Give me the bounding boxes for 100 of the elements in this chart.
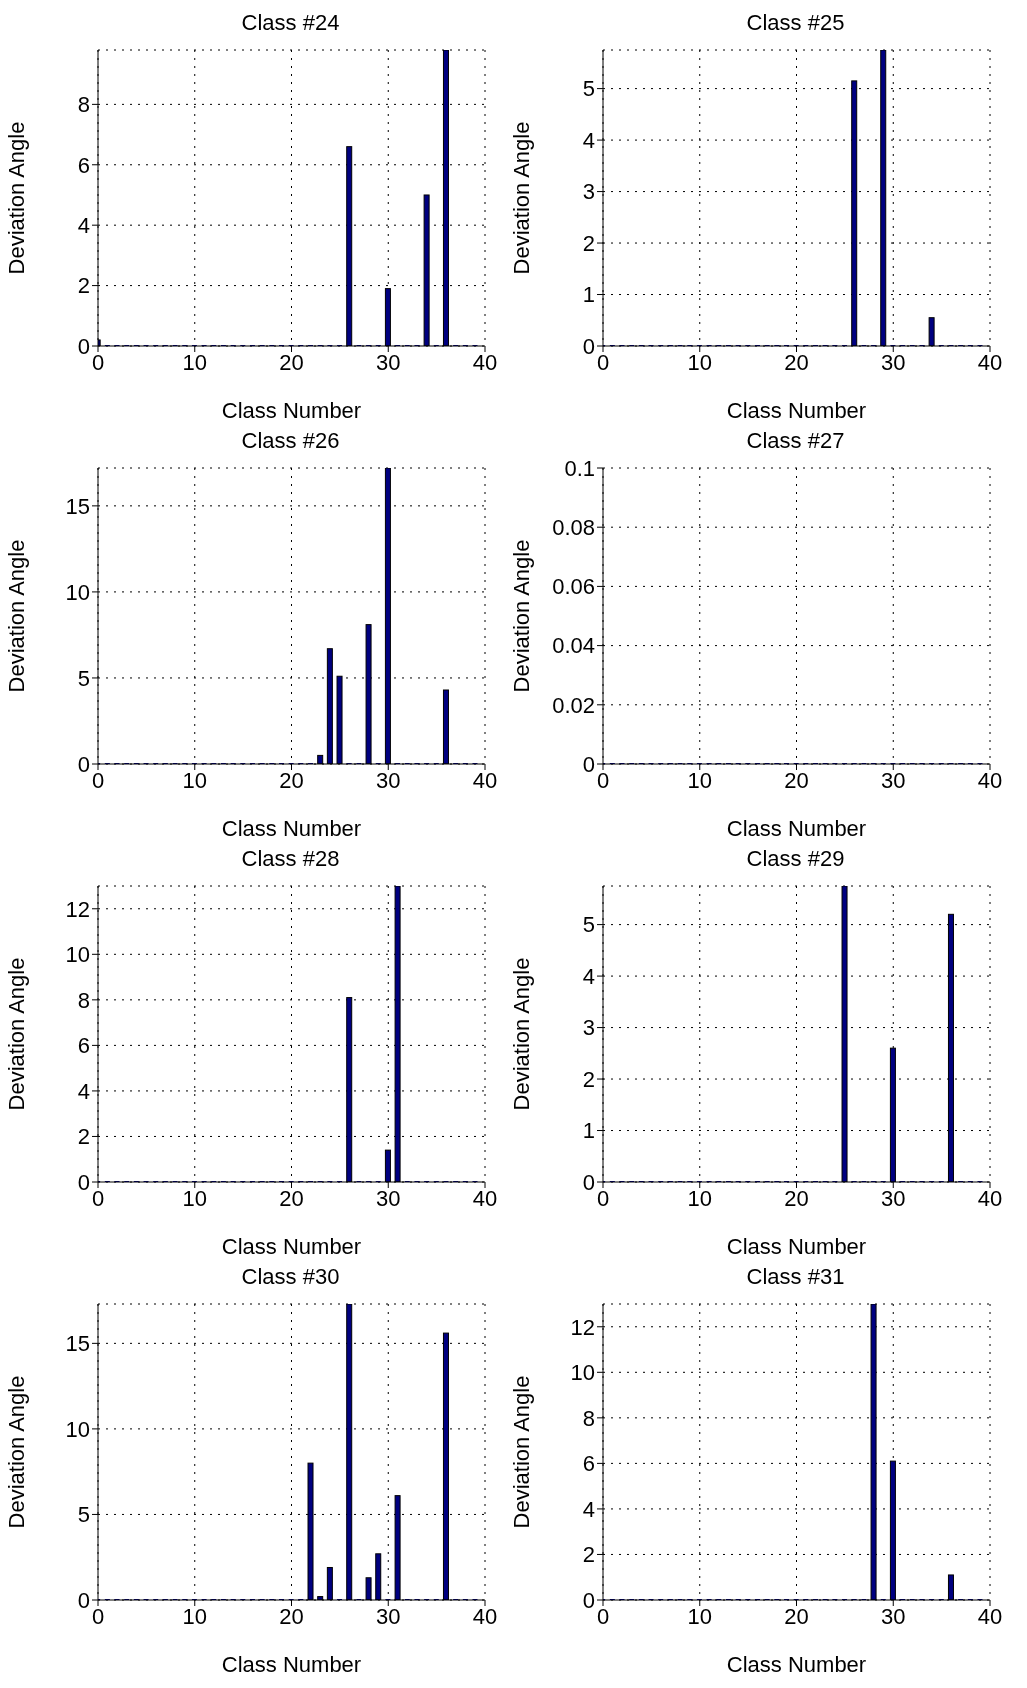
x-tick-label: 10 [687, 349, 712, 375]
x-tick-label: 40 [977, 1603, 1003, 1629]
y-tick-label: 4 [582, 127, 595, 153]
y-tick-label: 10 [65, 1416, 90, 1442]
y-tick-label: 0.02 [552, 692, 595, 718]
y-tick-label: 4 [582, 1496, 595, 1522]
y-axis-title: Deviation Angle [3, 957, 29, 1111]
x-tick-label: 30 [881, 767, 906, 793]
x-tick-label: 40 [977, 349, 1003, 375]
chart-title: Class #27 [745, 427, 846, 455]
y-axis-title: Deviation Angle [3, 539, 29, 693]
y-axis-title: Deviation Angle [508, 539, 534, 693]
y-tick-label: 5 [77, 1502, 90, 1528]
y-tick-label: 2 [582, 1066, 595, 1092]
y-tick-label: 2 [77, 1124, 90, 1150]
y-tick-label: 4 [77, 1078, 90, 1104]
y-tick-label: 3 [582, 1015, 595, 1041]
x-axis-title: Class Number [221, 1652, 362, 1677]
y-tick-label: 0 [582, 1169, 595, 1195]
x-tick-label: 10 [687, 767, 712, 793]
y-tick-label: 2 [582, 1542, 595, 1568]
x-tick-label: 20 [279, 1185, 304, 1211]
y-tick-label: 2 [77, 273, 90, 299]
y-tick-label: 0 [77, 1587, 90, 1613]
x-tick-label: 30 [376, 1185, 401, 1211]
x-tick-label: 30 [376, 349, 401, 375]
y-tick-label: 4 [582, 963, 595, 989]
x-tick-label: 30 [881, 1603, 906, 1629]
y-axis-title: Deviation Angle [3, 1375, 29, 1529]
x-tick-label: 40 [472, 1603, 498, 1629]
x-tick-label: 20 [784, 1603, 809, 1629]
x-tick-label: 20 [784, 767, 809, 793]
y-axis-title: Deviation Angle [3, 121, 29, 275]
x-axis-title: Class Number [726, 816, 867, 841]
y-tick-label: 8 [77, 987, 90, 1013]
x-axis-title: Class Number [221, 816, 362, 841]
y-tick-label: 0.08 [552, 515, 595, 541]
y-tick-label: 0.1 [564, 455, 595, 481]
y-tick-label: 6 [77, 1033, 90, 1059]
x-tick-label: 10 [182, 1185, 207, 1211]
y-tick-label: 6 [77, 152, 90, 178]
y-tick-label: 8 [582, 1405, 595, 1431]
y-tick-label: 5 [582, 76, 595, 102]
y-axis-title: Deviation Angle [508, 957, 534, 1111]
y-tick-label: 0.04 [552, 633, 595, 659]
y-axis-title: Deviation Angle [508, 121, 534, 275]
y-tick-label: 3 [582, 179, 595, 205]
x-tick-label: 10 [182, 349, 207, 375]
y-tick-label: 10 [570, 1360, 595, 1386]
chart-title: Class #30 [240, 1263, 341, 1291]
chart-title: Class #25 [745, 9, 846, 37]
x-tick-label: 40 [472, 767, 498, 793]
x-tick-label: 20 [784, 349, 809, 375]
y-tick-label: 2 [582, 230, 595, 256]
x-axis-title: Class Number [221, 398, 362, 423]
x-axis-title: Class Number [726, 1234, 867, 1259]
y-tick-label: 4 [77, 212, 90, 238]
chart-title: Class #31 [745, 1263, 846, 1291]
x-tick-label: 30 [376, 1603, 401, 1629]
y-tick-label: 15 [65, 1331, 90, 1357]
chart-title: Class #26 [240, 427, 341, 455]
x-tick-label: 30 [881, 349, 906, 375]
x-axis-title: Class Number [726, 1652, 867, 1677]
y-tick-label: 1 [582, 1118, 595, 1144]
x-tick-label: 20 [784, 1185, 809, 1211]
y-tick-label: 15 [65, 493, 90, 519]
y-tick-label: 0 [582, 333, 595, 359]
y-tick-label: 12 [65, 896, 90, 922]
x-axis-title: Class Number [221, 1234, 362, 1259]
y-tick-label: 5 [77, 665, 90, 691]
x-tick-label: 10 [687, 1185, 712, 1211]
y-tick-label: 0 [582, 1587, 595, 1613]
x-tick-label: 10 [182, 1603, 207, 1629]
x-tick-label: 30 [881, 1185, 906, 1211]
x-tick-label: 20 [279, 349, 304, 375]
x-tick-label: 40 [472, 1185, 498, 1211]
x-tick-label: 30 [376, 767, 401, 793]
y-tick-label: 6 [582, 1451, 595, 1477]
y-tick-label: 0 [77, 751, 90, 777]
y-axis-title: Deviation Angle [508, 1375, 534, 1529]
x-tick-label: 20 [279, 1603, 304, 1629]
x-tick-label: 10 [687, 1603, 712, 1629]
x-axis-title: Class Number [726, 398, 867, 423]
y-tick-label: 0.06 [552, 574, 595, 600]
chart-title: Class #29 [745, 845, 846, 873]
y-tick-label: 10 [65, 579, 90, 605]
y-tick-label: 0 [77, 1169, 90, 1195]
x-tick-label: 10 [182, 767, 207, 793]
x-tick-label: 40 [977, 767, 1003, 793]
y-tick-label: 10 [65, 942, 90, 968]
chart-title: Class #28 [240, 845, 341, 873]
x-tick-label: 20 [279, 767, 304, 793]
y-tick-label: 1 [582, 282, 595, 308]
x-tick-label: 40 [472, 349, 498, 375]
y-tick-label: 8 [77, 92, 90, 118]
y-tick-label: 0 [77, 333, 90, 359]
chart-title: Class #24 [240, 9, 341, 37]
y-tick-label: 12 [570, 1314, 595, 1340]
x-tick-label: 40 [977, 1185, 1003, 1211]
y-tick-label: 0 [582, 751, 595, 777]
